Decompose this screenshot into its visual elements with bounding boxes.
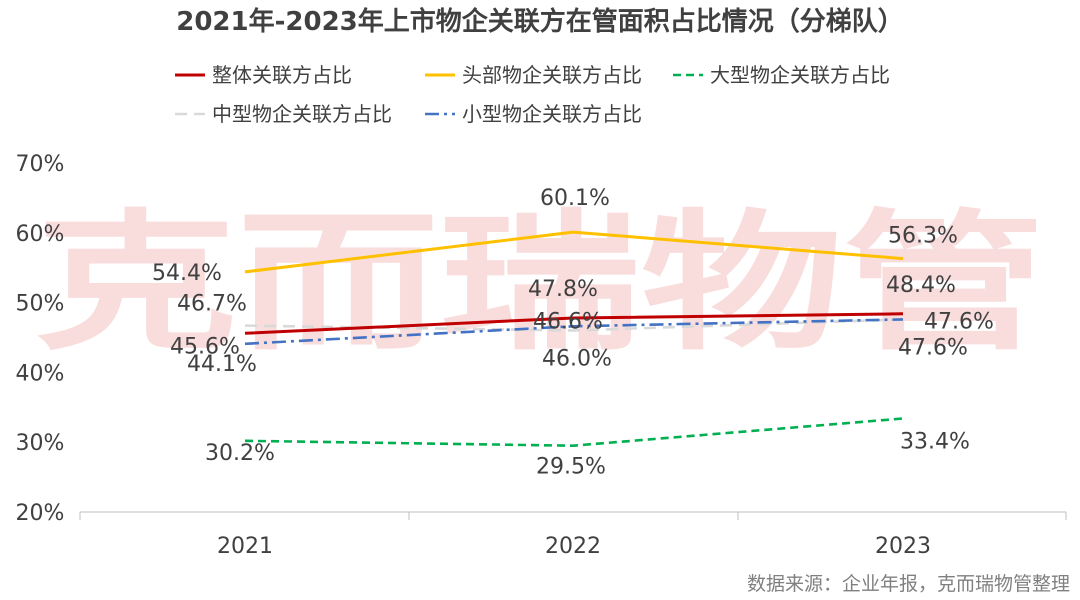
x-axis: 2021 2022 2023 bbox=[79, 511, 1067, 559]
data-label: 56.3% bbox=[888, 224, 958, 249]
x-tick-label: 2022 bbox=[545, 534, 601, 559]
data-label: 45.6% bbox=[170, 334, 240, 359]
y-tick-label: 30% bbox=[16, 431, 65, 456]
y-tick-label: 40% bbox=[16, 361, 65, 386]
data-label: 47.6% bbox=[898, 335, 968, 360]
legend-item-1: 头部物企关联方占比 bbox=[425, 63, 642, 87]
legend-label: 小型物企关联方占比 bbox=[462, 102, 642, 126]
data-label: 30.2% bbox=[205, 441, 275, 466]
legend-label: 中型物企关联方占比 bbox=[212, 102, 392, 126]
legend-label: 整体关联方占比 bbox=[212, 63, 352, 87]
y-tick-label: 70% bbox=[16, 152, 65, 177]
data-label: 29.5% bbox=[536, 455, 606, 480]
data-label: 33.4% bbox=[900, 429, 970, 454]
y-tick-label: 20% bbox=[16, 501, 65, 526]
series-line-2 bbox=[244, 417, 904, 448]
legend-label: 大型物企关联方占比 bbox=[710, 63, 890, 87]
legend-label: 头部物企关联方占比 bbox=[462, 63, 642, 87]
data-label: 60.1% bbox=[540, 186, 610, 211]
series-line-4 bbox=[244, 318, 904, 346]
series-group bbox=[244, 230, 904, 448]
x-tick-label: 2023 bbox=[875, 534, 931, 559]
y-tick-label: 50% bbox=[16, 292, 65, 317]
source-note: 数据来源：企业年报，克而瑞物管整理 bbox=[747, 573, 1070, 595]
series-line-1 bbox=[244, 230, 904, 274]
data-label: 46.0% bbox=[542, 347, 612, 372]
chart-title: 2021年-2023年上市物企关联方在管面积占比情况（分梯队） bbox=[176, 6, 904, 37]
legend-item-4: 小型物企关联方占比 bbox=[425, 102, 642, 126]
data-label: 47.6% bbox=[924, 309, 994, 334]
legend-item-3: 中型物企关联方占比 bbox=[175, 102, 392, 126]
data-label: 46.6% bbox=[533, 309, 603, 334]
data-label: 47.8% bbox=[528, 277, 598, 302]
x-tick-label: 2021 bbox=[217, 534, 273, 559]
data-label: 48.4% bbox=[886, 273, 956, 298]
series-line-3 bbox=[244, 318, 904, 332]
data-label: 54.4% bbox=[152, 261, 222, 286]
y-axis: 20% 30% 40% 50% 60% 70% bbox=[16, 152, 65, 526]
watermark: 克而瑞物管 bbox=[35, 197, 1045, 371]
legend-item-0: 整体关联方占比 bbox=[175, 63, 352, 87]
data-label: 44.1% bbox=[187, 352, 257, 377]
data-labels: 45.6% 47.8% 48.4% 54.4% 60.1% 56.3% 30.2% 29.5%… bbox=[152, 186, 994, 480]
data-label: 46.7% bbox=[177, 292, 247, 317]
series-line-0 bbox=[244, 312, 904, 335]
legend-item-2: 大型物企关联方占比 bbox=[673, 63, 890, 87]
y-tick-label: 60% bbox=[16, 222, 65, 247]
